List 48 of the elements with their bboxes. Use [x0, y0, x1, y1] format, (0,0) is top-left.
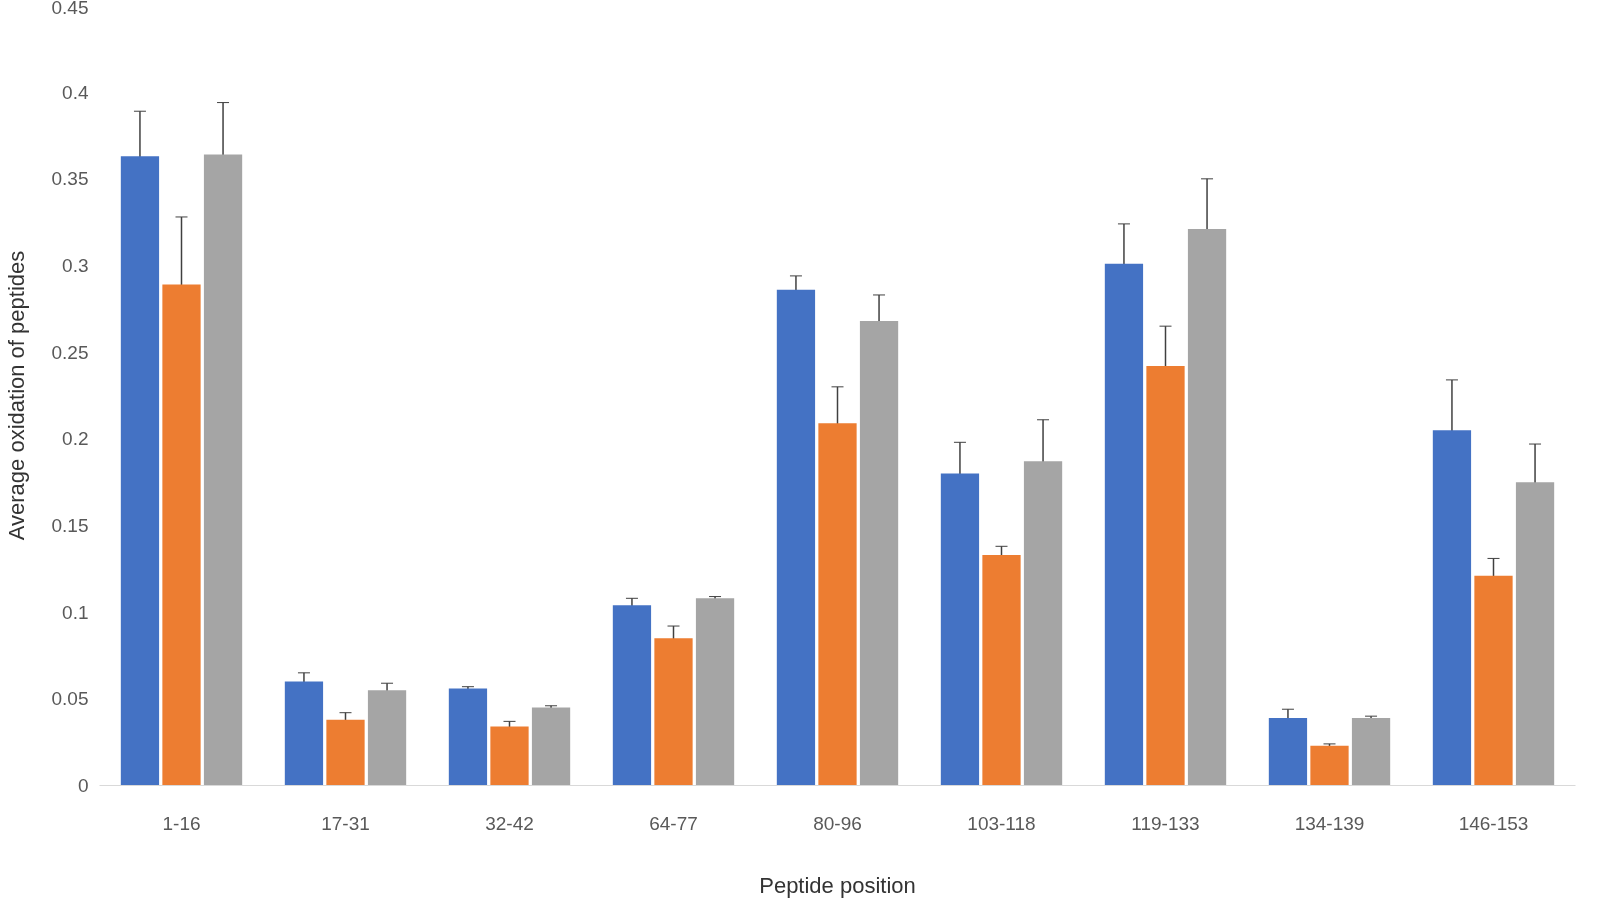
bar [1104, 263, 1144, 786]
y-tick-label: 0.25 [51, 341, 89, 363]
bar [654, 638, 693, 786]
bar [1474, 575, 1513, 786]
y-tick-label: 0.35 [51, 168, 89, 190]
y-tick-label: 0.4 [62, 81, 89, 103]
bar [162, 284, 201, 786]
bar [367, 690, 407, 786]
y-tick-label: 0.45 [51, 0, 89, 18]
bar [1187, 229, 1227, 786]
y-tick-label: 0.3 [62, 255, 89, 276]
y-tick-label: 0.15 [51, 515, 89, 536]
x-tick-label: 80-96 [813, 812, 862, 834]
bar [1310, 745, 1349, 786]
bar [695, 598, 735, 786]
x-tick-label: 1-16 [162, 812, 201, 834]
bar [1023, 461, 1063, 786]
x-tick-label: 32-42 [485, 812, 534, 834]
bar [776, 289, 816, 786]
bar [1268, 717, 1308, 786]
bar [1515, 482, 1555, 786]
bar [940, 473, 980, 786]
bar [859, 320, 899, 786]
x-tick-label: 64-77 [649, 812, 698, 834]
bar [818, 423, 857, 786]
bar [1146, 366, 1185, 786]
x-tick-label: 146-153 [1458, 812, 1529, 834]
y-tick-label: 0.1 [62, 601, 89, 623]
bar [120, 156, 160, 786]
bar [612, 605, 652, 786]
bar [531, 707, 571, 786]
x-tick-label: 103-118 [967, 812, 1036, 834]
bar [490, 726, 529, 786]
y-axis-title: Average oxidation of peptides [3, 250, 29, 541]
bar [203, 154, 243, 786]
bar [448, 688, 488, 786]
bar [982, 554, 1021, 786]
x-axis-title: Peptide position [759, 872, 916, 898]
bar [284, 681, 324, 786]
bar [326, 719, 365, 786]
bar [1432, 430, 1472, 786]
x-tick-label: 119-133 [1131, 812, 1200, 834]
y-tick-label: 0 [77, 775, 89, 796]
y-tick-label: 0.05 [51, 688, 89, 710]
bar [1351, 717, 1391, 786]
y-tick-label: 0.2 [62, 428, 89, 450]
x-tick-label: 134-139 [1294, 812, 1365, 834]
x-tick-label: 17-31 [321, 812, 370, 834]
